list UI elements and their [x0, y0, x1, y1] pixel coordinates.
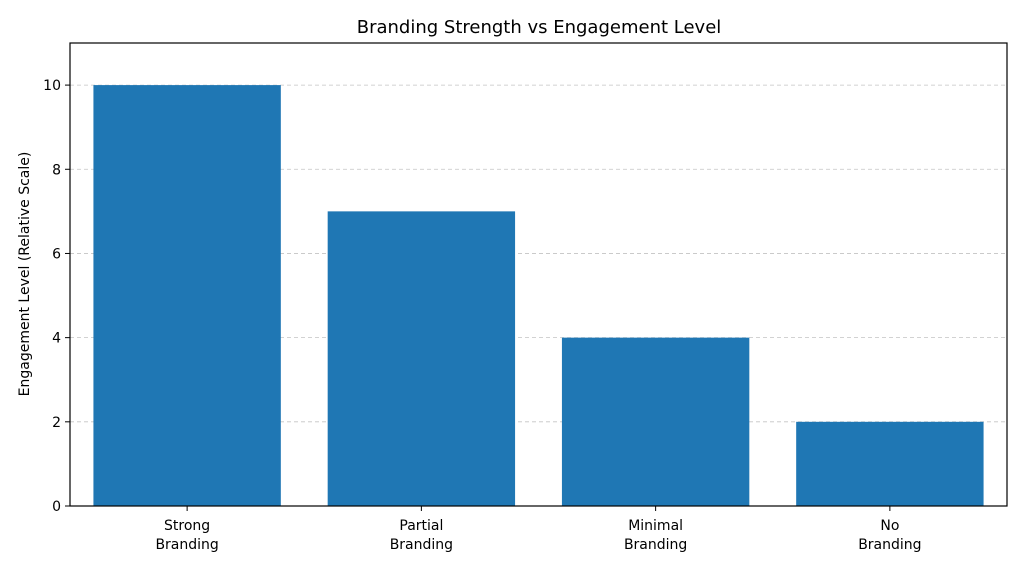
bar — [561, 337, 750, 506]
y-axis-label: Engagement Level (Relative Scale) — [17, 152, 33, 397]
x-tick-label: Partial Branding — [390, 518, 453, 553]
y-tick-label: 2 — [52, 415, 61, 431]
bar — [93, 85, 281, 506]
x-tick-label-line: Strong — [164, 518, 210, 534]
x-tick-label-line: Branding — [155, 537, 218, 553]
x-tick-label-line: Partial — [399, 518, 443, 534]
x-tick-label-line: Branding — [624, 537, 687, 553]
bars-layer — [93, 85, 984, 506]
x-tick-label: Strong Branding — [155, 518, 218, 553]
plot-frame — [69, 42, 1008, 507]
y-tick-label: 4 — [52, 331, 61, 347]
x-axis-ticks: Strong Branding Partial Branding Minimal Bran… — [155, 506, 922, 553]
y-tick-label: 0 — [52, 499, 61, 515]
x-tick-label-line: Minimal — [628, 518, 683, 534]
x-tick-label-line: Branding — [390, 537, 453, 553]
y-axis-ticks: 0 2 4 6 8 10 — [43, 78, 70, 515]
x-tick-label: Minimal Branding — [624, 518, 687, 553]
chart-title: Branding Strength vs Engagement Level — [357, 17, 722, 38]
x-tick-label-line: No — [880, 518, 899, 534]
x-tick-label: No Branding — [858, 518, 921, 553]
x-tick-label-line: Branding — [858, 537, 921, 553]
bar — [327, 211, 516, 506]
y-tick-label: 10 — [43, 78, 61, 94]
y-tick-label: 6 — [52, 246, 61, 262]
bar — [796, 421, 984, 506]
y-tick-label: 8 — [52, 162, 61, 178]
